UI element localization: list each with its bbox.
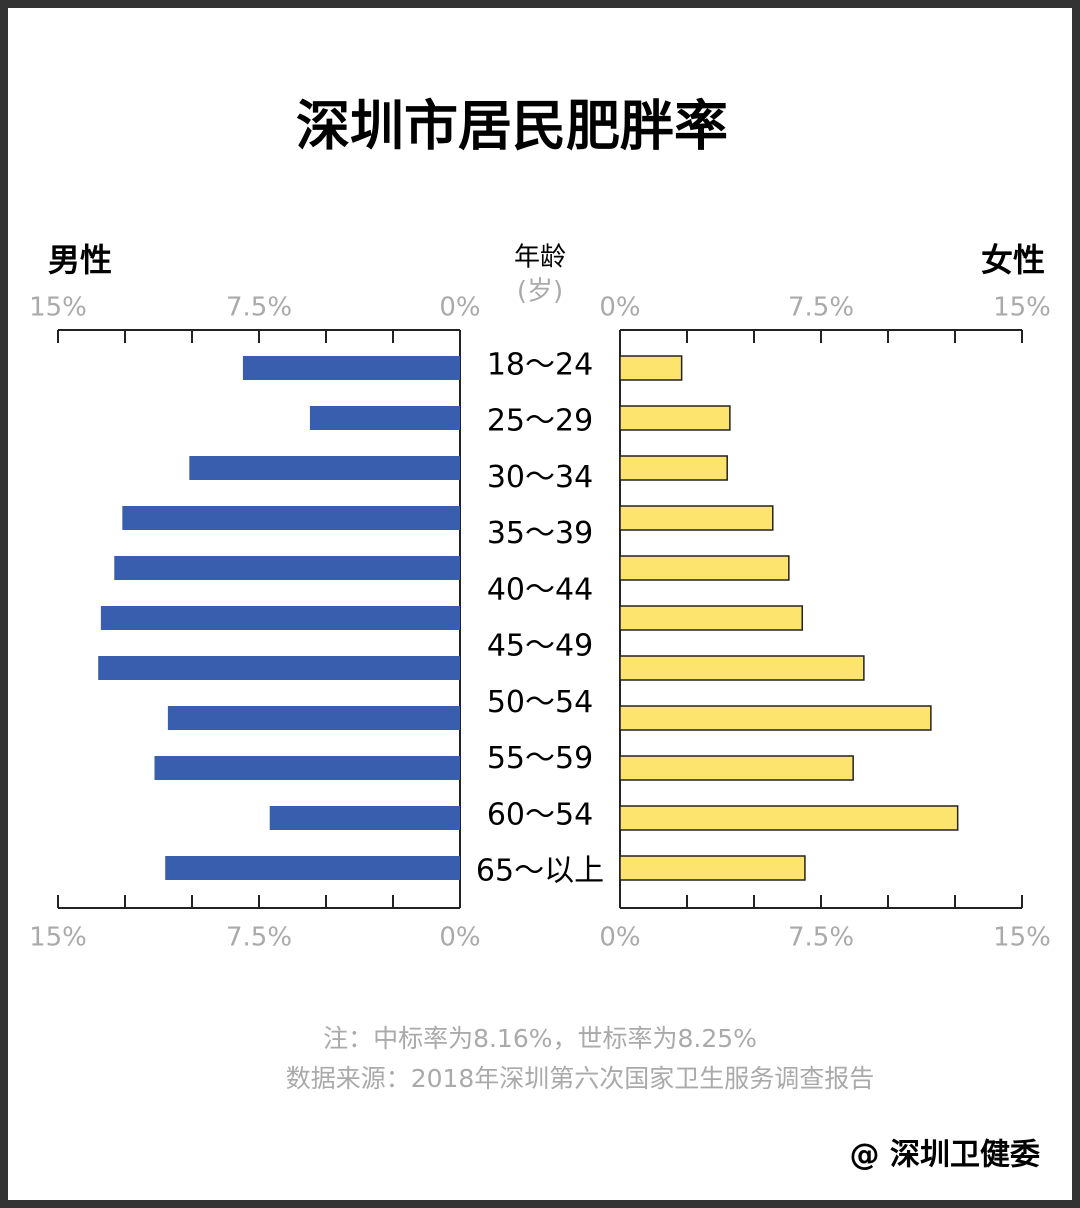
category-label: 40～44 [487,572,593,607]
bar [269,806,460,830]
left-label: 男性 [48,241,112,279]
x-tick-label: 7.5% [788,923,854,953]
bar [189,456,460,480]
bar [619,555,790,581]
bar [165,856,460,880]
credit: @ 深圳卫健委 [850,1138,1040,1173]
x-tick-label: 0% [439,923,480,953]
bar [242,356,460,380]
bar [122,506,460,530]
bar [619,355,683,381]
x-tick-label: 7.5% [226,293,292,323]
bar [98,656,460,680]
category-label: 18～24 [487,348,593,383]
x-tick-label: 15% [993,293,1051,323]
x-tick-label: 0% [599,293,640,323]
bar [619,605,803,631]
bar [114,556,460,580]
category-label: 50～54 [487,685,593,720]
center-sublabel: (岁) [517,277,563,307]
note: 注：中标率为8.16%，世标率为8.25% [323,1024,757,1053]
bar [154,756,461,780]
x-tick-label: 7.5% [226,923,292,953]
x-tick-label: 7.5% [788,293,854,323]
bar [619,405,731,431]
category-label: 65～以上 [476,854,604,889]
bar [619,805,959,831]
x-tick-label: 0% [439,293,480,323]
bar [619,655,865,681]
category-label: 60～54 [487,797,593,832]
x-tick-label: 15% [993,923,1051,953]
category-label: 25～29 [487,404,593,439]
category-label: 55～59 [487,741,593,776]
bar [619,505,774,531]
bar [309,406,460,430]
x-tick-label: 0% [599,923,640,953]
bar [619,705,932,731]
category-label: 45～49 [487,629,593,664]
category-label: 30～34 [487,460,593,495]
note: 数据来源：2018年深圳第六次国家卫生服务调查报告 [286,1064,875,1093]
bar [619,855,806,881]
chart-title: 深圳市居民肥胖率 [296,95,728,158]
x-tick-label: 15% [29,293,87,323]
bar [167,706,460,730]
bar [100,606,460,630]
center-label: 年龄 [514,243,566,273]
right-label: 女性 [981,241,1045,279]
bar [619,755,854,781]
x-tick-label: 15% [29,923,87,953]
category-label: 35～39 [487,516,593,551]
bar [619,455,728,481]
